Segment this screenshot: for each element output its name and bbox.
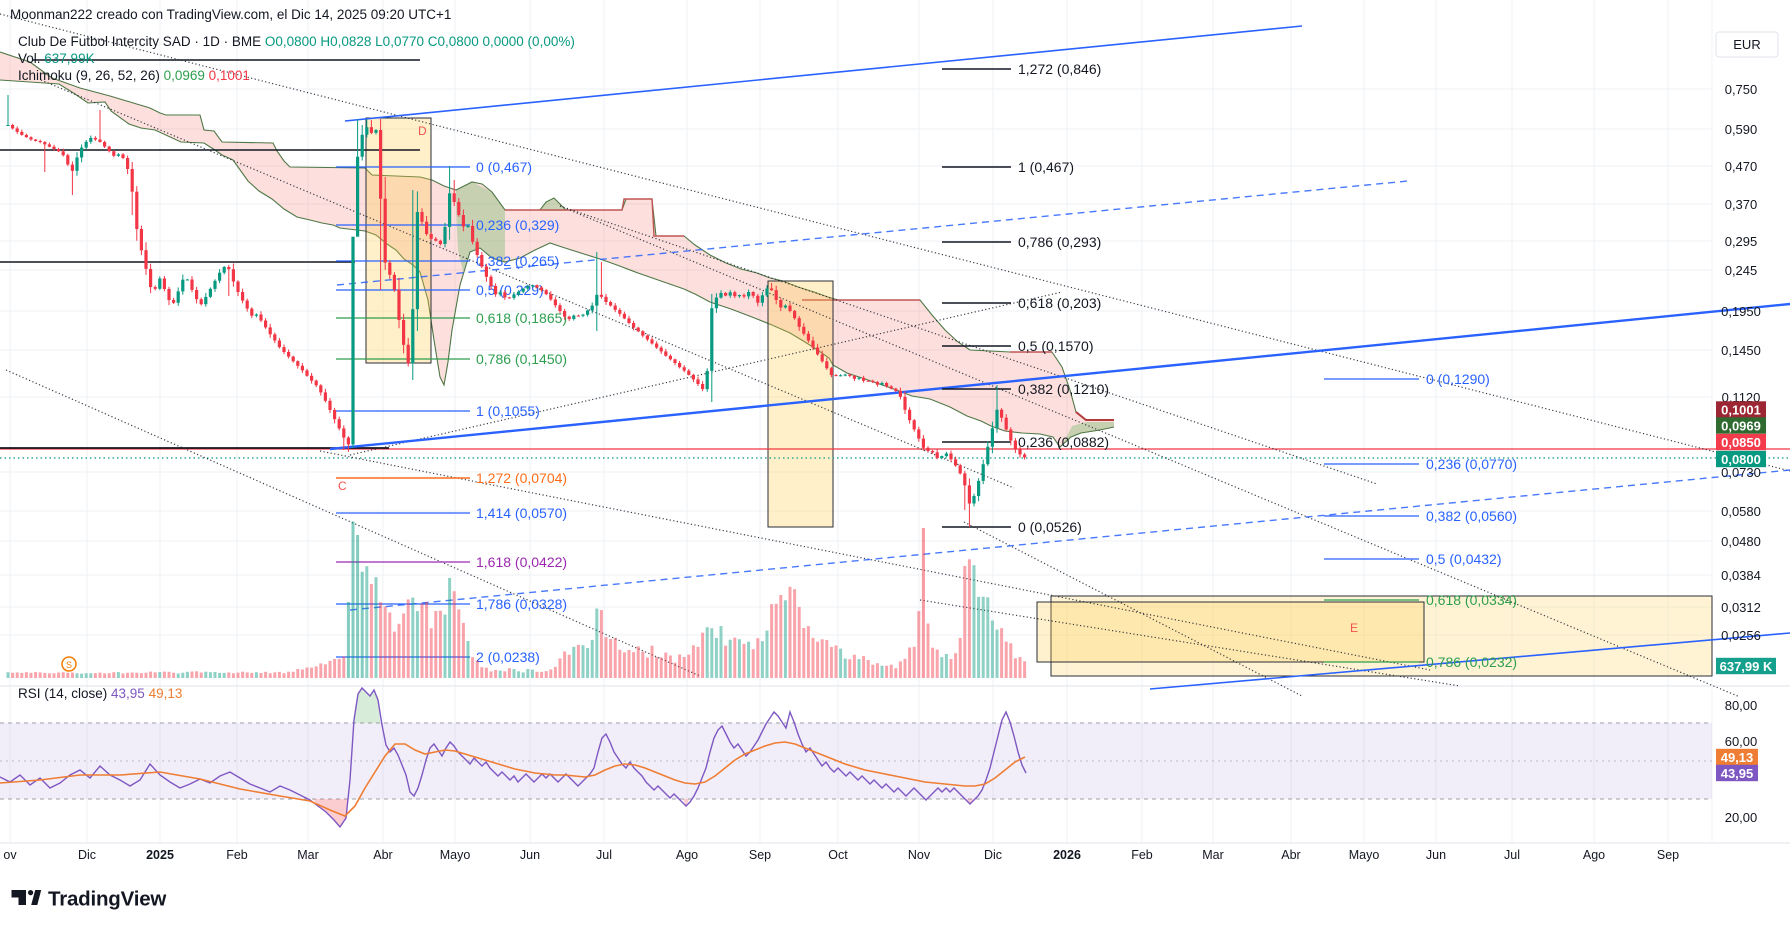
svg-text:43,95: 43,95 [1721,766,1754,781]
svg-text:0,0480: 0,0480 [1721,534,1761,549]
svg-text:1,272 (0,0704): 1,272 (0,0704) [476,470,567,486]
svg-text:Vol. 637,99K: Vol. 637,99K [18,51,95,66]
svg-text:0,370: 0,370 [1725,197,1758,212]
svg-text:0,382 (0,265): 0,382 (0,265) [476,253,559,269]
svg-text:Ago: Ago [676,848,698,862]
svg-text:Abr: Abr [1281,848,1300,862]
svg-text:ov: ov [3,848,17,862]
svg-text:1 (0,467): 1 (0,467) [1018,159,1074,175]
svg-text:Abr: Abr [373,848,392,862]
svg-text:0,245: 0,245 [1725,263,1758,278]
svg-text:0,0256: 0,0256 [1721,628,1761,643]
svg-text:0,0580: 0,0580 [1721,504,1761,519]
svg-text:637,99 K: 637,99 K [1720,659,1773,674]
svg-text:0,1001: 0,1001 [1721,402,1761,417]
svg-text:0,786 (0,293): 0,786 (0,293) [1018,234,1101,250]
svg-text:0,1450: 0,1450 [1721,343,1761,358]
svg-text:0,5 (0,229): 0,5 (0,229) [476,282,544,298]
svg-text:Dic: Dic [78,848,96,862]
svg-text:E: E [1350,621,1358,635]
svg-text:0,5 (0,1570): 0,5 (0,1570) [1018,338,1094,354]
svg-text:0,0800: 0,0800 [1721,452,1761,467]
svg-text:Ichimoku (9, 26, 52, 26) 0,096: Ichimoku (9, 26, 52, 26) 0,0969 0,1001 [18,68,250,83]
svg-text:60,00: 60,00 [1725,734,1758,749]
svg-text:0,0969: 0,0969 [1721,418,1761,433]
svg-text:0,236 (0,0770): 0,236 (0,0770) [1426,456,1517,472]
svg-text:Club De Futbol Intercity SAD ·: Club De Futbol Intercity SAD · 1D · BME … [18,34,575,49]
svg-text:1,786 (0,0328): 1,786 (0,0328) [476,596,567,612]
svg-text:0,470: 0,470 [1725,159,1758,174]
svg-text:0,786 (0,1450): 0,786 (0,1450) [476,351,567,367]
svg-text:0 (0,1290): 0 (0,1290) [1426,371,1490,387]
svg-text:0,295: 0,295 [1725,234,1758,249]
svg-text:Mar: Mar [1202,848,1224,862]
svg-text:Mayo: Mayo [1349,848,1380,862]
svg-text:Jul: Jul [596,848,612,862]
svg-text:0,1120: 0,1120 [1722,390,1761,405]
svg-text:S: S [66,660,72,670]
svg-text:0,618 (0,1865): 0,618 (0,1865) [476,310,567,326]
svg-text:2025: 2025 [146,848,174,862]
svg-text:0,382 (0,1210): 0,382 (0,1210) [1018,381,1109,397]
svg-text:2 (0,0238): 2 (0,0238) [476,649,540,665]
svg-text:0,618 (0,0334): 0,618 (0,0334) [1426,592,1517,608]
svg-text:Feb: Feb [226,848,248,862]
svg-text:0,0384: 0,0384 [1721,568,1761,583]
svg-text:EUR: EUR [1733,37,1760,52]
svg-text:TradingView: TradingView [48,888,166,911]
svg-text:0,1950: 0,1950 [1721,304,1761,319]
svg-text:49,13: 49,13 [1721,750,1754,765]
svg-text:0,0850: 0,0850 [1721,435,1761,450]
svg-text:Moonman222 creado con TradingV: Moonman222 creado con TradingView.com, e… [10,7,451,22]
svg-text:Nov: Nov [908,848,931,862]
svg-text:0 (0,0526): 0 (0,0526) [1018,519,1082,535]
svg-text:Feb: Feb [1131,848,1153,862]
svg-text:Jun: Jun [520,848,540,862]
svg-text:1,414 (0,0570): 1,414 (0,0570) [476,505,567,521]
svg-text:Oct: Oct [828,848,848,862]
svg-text:0,786 (0,0232): 0,786 (0,0232) [1426,654,1517,670]
svg-text:0,236 (0,0882): 0,236 (0,0882) [1018,434,1109,450]
svg-text:0,5 (0,0432): 0,5 (0,0432) [1426,551,1502,567]
svg-text:2026: 2026 [1053,848,1081,862]
svg-text:0,0730: 0,0730 [1721,465,1761,480]
svg-text:Mayo: Mayo [440,848,471,862]
svg-text:0,236 (0,329): 0,236 (0,329) [476,217,559,233]
svg-text:0,618 (0,203): 0,618 (0,203) [1018,295,1101,311]
svg-text:Sep: Sep [1657,848,1679,862]
svg-text:0,750: 0,750 [1725,82,1758,97]
svg-text:80,00: 80,00 [1725,698,1758,713]
svg-text:0 (0,467): 0 (0,467) [476,159,532,175]
svg-text:1,272 (0,846): 1,272 (0,846) [1018,61,1101,77]
svg-text:Mar: Mar [297,848,319,862]
svg-text:0,0312: 0,0312 [1721,600,1761,615]
svg-text:Ago: Ago [1583,848,1605,862]
svg-text:0,382 (0,0560): 0,382 (0,0560) [1426,508,1517,524]
svg-text:Jul: Jul [1504,848,1520,862]
svg-text:Dic: Dic [984,848,1002,862]
svg-text:1 (0,1055): 1 (0,1055) [476,403,540,419]
svg-text:Sep: Sep [749,848,771,862]
svg-text:0,590: 0,590 [1725,122,1758,137]
svg-text:RSI (14, close) 43,95 49,13: RSI (14, close) 43,95 49,13 [18,686,182,701]
svg-text:Jun: Jun [1426,848,1446,862]
svg-text:C: C [338,479,347,493]
svg-text:D: D [418,124,427,138]
svg-text:20,00: 20,00 [1725,810,1758,825]
svg-text:1,618 (0,0422): 1,618 (0,0422) [476,554,567,570]
